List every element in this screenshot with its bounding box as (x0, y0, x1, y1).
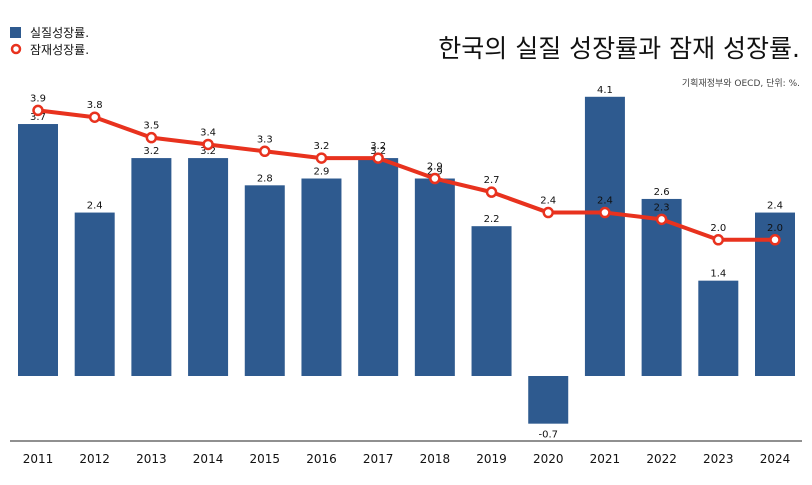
bar-2021 (584, 96, 625, 376)
bar-2011 (18, 124, 58, 376)
line-point-2017 (372, 152, 384, 164)
bar-label-2016: 2.9 (314, 167, 330, 178)
line-point-2013 (145, 131, 158, 144)
x-tick-2012: 2012 (79, 452, 110, 466)
bar-label-2018: 2.9 (427, 167, 443, 178)
x-tick-2015: 2015 (249, 452, 280, 466)
line-label-2020: 2.4 (540, 196, 556, 207)
line-label-2016: 3.2 (314, 141, 330, 152)
bar-label-2014: 3.2 (200, 146, 216, 157)
line-label-2024: 2.0 (767, 223, 783, 234)
line-point-2022 (655, 213, 668, 226)
bar-label-2011: 3.7 (30, 112, 46, 123)
line-label-2015: 3.3 (257, 134, 273, 145)
chart-title: 한국의 실질 성장률과 잠재 성장률. (438, 34, 800, 63)
bar-label-2020: -0.7 (538, 430, 558, 441)
legend-line-swatch (10, 43, 22, 55)
bar-2022 (641, 198, 682, 376)
bar-2013 (131, 158, 172, 376)
line-point-2016 (315, 152, 328, 164)
bar-series (18, 96, 795, 424)
x-tick-2020: 2020 (533, 452, 564, 466)
chart-subtitle: 기획재정부와 OECD, 단위: %. (682, 77, 800, 89)
line-point-2024 (769, 234, 781, 246)
line-point-2021 (599, 206, 611, 219)
line-label-2017: 3.2 (370, 141, 386, 152)
bar-label-2023: 1.4 (710, 269, 726, 280)
bar-label-2021: 4.1 (597, 85, 613, 96)
legend-bar-swatch (10, 27, 21, 38)
bar-label-2015: 2.8 (257, 173, 273, 184)
bar-label-2019: 2.2 (484, 214, 500, 225)
line-label-2021: 2.4 (597, 196, 613, 207)
line-point-2023 (712, 234, 725, 246)
line-data-labels: 3.93.83.53.43.33.2 3.22.92.72.4 2.42.32.0 2… (30, 93, 783, 233)
x-tick-2013: 2013 (136, 452, 167, 466)
line-label-2022: 2.3 (654, 202, 670, 213)
line-point-2015 (259, 145, 271, 158)
bar-label-2017: 3.2 (370, 146, 386, 157)
line-label-2014: 3.4 (200, 127, 216, 138)
bar-2015 (244, 185, 285, 376)
x-tick-labels: 2011 2012 2013 2014 2015 2016 2017 2018 2019 2020… (23, 452, 791, 466)
x-tick-2024: 2024 (760, 452, 791, 466)
x-tick-2016: 2016 (306, 452, 337, 466)
line-point-2020 (542, 206, 554, 219)
x-tick-2014: 2014 (193, 452, 224, 466)
bar-label-2022: 2.6 (654, 187, 670, 198)
line-point-2012 (88, 111, 101, 123)
bar-data-labels: 3.72.43.2 3.22.82.93.22.92.2-0.74.12.61.4… (30, 85, 783, 441)
bar-2017 (358, 158, 399, 376)
line-series (32, 104, 781, 246)
bar-2018 (414, 178, 455, 376)
line-label-2012: 3.8 (87, 100, 103, 111)
line-label-2011: 3.9 (30, 93, 46, 104)
line-point-2011 (32, 104, 44, 117)
x-tick-2019: 2019 (476, 452, 507, 466)
bar-label-2013: 3.2 (143, 146, 159, 157)
legend-line-label: 잠재성장률. (30, 43, 89, 57)
bar-2014 (188, 158, 229, 376)
bar-2023 (698, 280, 739, 376)
legend-bar-label: 실질성장률. (30, 26, 89, 40)
legend: 실질성장률. 잠재성장률. (10, 26, 89, 57)
bar-label-2024: 2.4 (767, 201, 783, 212)
line-label-2023: 2.0 (710, 223, 726, 234)
bar-label-2012: 2.4 (87, 201, 103, 212)
bar-2019 (471, 226, 512, 376)
x-tick-2021: 2021 (590, 452, 621, 466)
line-point-2019 (485, 186, 498, 198)
x-tick-2018: 2018 (420, 452, 451, 466)
potential-growth-line (37, 108, 775, 242)
bar-2020 (528, 376, 569, 424)
line-label-2019: 2.7 (484, 175, 500, 186)
line-point-2014 (202, 138, 214, 151)
x-tick-2011: 2011 (23, 452, 54, 466)
bar-2012 (74, 212, 115, 376)
bar-2016 (301, 178, 342, 376)
x-tick-2017: 2017 (363, 452, 394, 466)
line-label-2018: 2.9 (427, 162, 443, 173)
line-point-2018 (429, 172, 441, 185)
x-tick-2023: 2023 (703, 452, 734, 466)
line-label-2013: 3.5 (143, 121, 159, 132)
x-tick-2022: 2022 (646, 452, 677, 466)
